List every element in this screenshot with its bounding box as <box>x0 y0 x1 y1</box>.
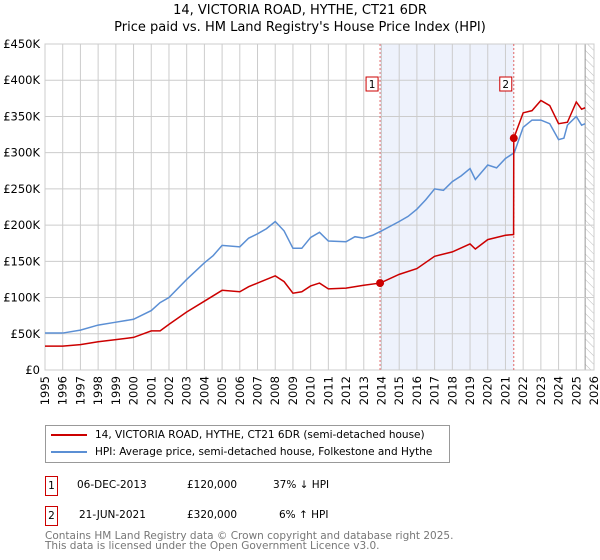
y-tick-label: £300K <box>3 146 40 160</box>
sale-marker-box <box>365 76 379 92</box>
x-tick-label: 2024 <box>552 376 566 405</box>
sale-date: 21-JUN-2021 <box>79 509 146 521</box>
y-tick-label: £100K <box>3 291 40 305</box>
x-tick-label: 2022 <box>516 376 530 405</box>
shaded-ownership-period <box>380 44 514 370</box>
x-tick-label: 2007 <box>251 376 265 405</box>
sale-hpi-diff: 6% ↑ HPI <box>279 509 329 521</box>
sale-hpi-diff: 37% ↓ HPI <box>273 479 330 491</box>
x-tick-label: 2002 <box>162 376 176 405</box>
x-tick-label: 2010 <box>304 376 318 405</box>
x-tick-label: 2021 <box>498 376 512 405</box>
sale-marker-badge: 1 <box>45 476 58 496</box>
y-tick-label: £250K <box>3 182 40 196</box>
footer: Contains HM Land Registry data © Crown c… <box>45 530 454 552</box>
x-tick-label: 2014 <box>374 376 388 405</box>
sale-price: £320,000 <box>187 509 238 521</box>
price-chart: £0 £50K £100K £150K £200K £250K £300K £350K £400… <box>3 37 600 405</box>
x-tick-label: 2008 <box>268 376 282 405</box>
legend-item-hpi: HPI: Average price, semi-detached house,… <box>51 444 432 460</box>
legend-swatch-red <box>51 434 87 436</box>
x-tick-label: 2005 <box>215 376 229 405</box>
x-tick-label: 2009 <box>286 376 300 405</box>
legend-item-property: 14, VICTORIA ROAD, HYTHE, CT21 6DR (semi… <box>51 427 425 443</box>
x-tick-label: 2015 <box>392 376 406 405</box>
y-tick-label: £0 <box>25 363 40 377</box>
y-tick-label: £400K <box>3 73 40 87</box>
x-tick-label: 2016 <box>410 376 424 405</box>
x-tick-label: 2020 <box>481 376 495 405</box>
y-tick-label: £350K <box>3 109 40 123</box>
x-tick-label: 2006 <box>233 376 247 405</box>
x-tick-label: 2026 <box>587 376 600 405</box>
plot-frame <box>44 43 595 371</box>
y-tick-label: £450K <box>3 37 40 51</box>
x-tick-label: 1999 <box>109 376 123 405</box>
footer-line: This data is licensed under the Open Gov… <box>45 540 380 552</box>
x-tick-label: 2023 <box>534 376 548 405</box>
x-tick-label: 1998 <box>91 376 105 405</box>
x-tick-label: 2000 <box>127 376 141 405</box>
sale-row: 2 21-JUN-2021 £320,000 6% ↑ HPI <box>45 506 445 526</box>
footer-line: Contains HM Land Registry data © Crown c… <box>45 530 454 542</box>
x-tick-label: 2025 <box>569 376 583 405</box>
x-tick-label: 2017 <box>428 376 442 405</box>
legend: 14, VICTORIA ROAD, HYTHE, CT21 6DR (semi… <box>45 425 450 463</box>
x-tick-label: 1995 <box>38 376 52 405</box>
x-tick-label: 2004 <box>197 376 211 405</box>
legend-label: HPI: Average price, semi-detached house,… <box>95 446 433 458</box>
chart-subtitle: Price paid vs. HM Land Registry's House … <box>114 20 486 35</box>
hpi-line <box>45 115 586 334</box>
legend-label: 14, VICTORIA ROAD, HYTHE, CT21 6DR (semi… <box>95 429 425 441</box>
sale-date: 06-DEC-2013 <box>77 479 147 491</box>
legend-swatch-blue <box>51 451 87 453</box>
x-tick-label: 2018 <box>445 376 459 405</box>
sale-marker-box <box>499 76 513 92</box>
sale-marker-label: 1 <box>369 79 376 91</box>
y-tick-label: £150K <box>3 254 40 268</box>
sale-price: £120,000 <box>187 479 238 491</box>
y-tick-label: £50K <box>11 327 41 341</box>
sale-marker-badge: 2 <box>45 506 58 526</box>
x-tick-label: 1997 <box>73 376 87 405</box>
y-tick-label: £200K <box>3 218 40 232</box>
x-tick-label: 2011 <box>321 376 335 405</box>
x-tick-label: 2003 <box>180 376 194 405</box>
x-tick-label: 2012 <box>339 376 353 405</box>
forecast-hatch <box>585 44 594 370</box>
sale-row: 1 06-DEC-2013 £120,000 37% ↓ HPI <box>45 476 445 496</box>
sale-point <box>509 134 518 143</box>
chart-title: 14, VICTORIA ROAD, HYTHE, CT21 6DR <box>173 3 427 18</box>
x-tick-label: 2013 <box>357 376 371 405</box>
x-tick-label: 1996 <box>56 376 70 405</box>
x-tick-label: 2001 <box>144 376 158 405</box>
sale-point <box>376 279 385 288</box>
property-price-line <box>45 99 586 347</box>
sale-marker-label: 2 <box>502 79 509 91</box>
x-tick-label: 2019 <box>463 376 477 405</box>
